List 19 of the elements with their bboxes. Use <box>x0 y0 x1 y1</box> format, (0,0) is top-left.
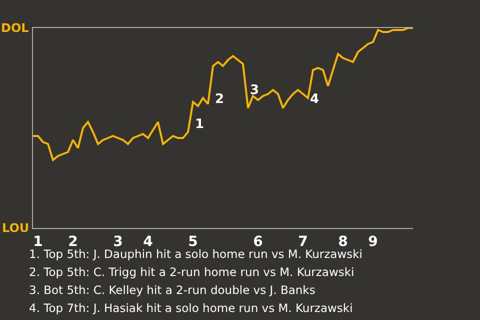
text: 4. Top 7th: J. Hasiak hit a solo home run vs M. Kurzawski <box>29 301 353 315</box>
text: DOL <box>1 21 30 35</box>
text: 3. Bot 5th: C. Kelley hit a 2-run double vs J. Banks <box>29 283 316 297</box>
x-tick-label: 4 <box>143 234 154 250</box>
x-tick-label: 9 <box>368 234 378 250</box>
text: LOU <box>2 221 30 235</box>
x-tick-label: 7 <box>298 234 308 250</box>
annotation: 1 <box>195 117 204 132</box>
x-tick-label: 6 <box>253 234 263 250</box>
annotation: 2 <box>215 92 224 107</box>
annotation: 3 <box>250 83 260 98</box>
annotation: 4 <box>310 92 320 107</box>
x-tick-label: 3 <box>113 234 123 250</box>
x-tick-label: 8 <box>338 234 348 250</box>
x-tick-label: 5 <box>188 234 198 250</box>
text: 2. Top 5th: C. Trigg hit a 2-run home run vs M. Kurzawski <box>29 265 354 279</box>
x-tick-label: 2 <box>68 234 78 250</box>
x-tick-label: 1 <box>33 234 43 250</box>
text: 1. Top 5th: J. Dauphin hit a solo home run vs M. Kurzawski <box>29 247 362 261</box>
